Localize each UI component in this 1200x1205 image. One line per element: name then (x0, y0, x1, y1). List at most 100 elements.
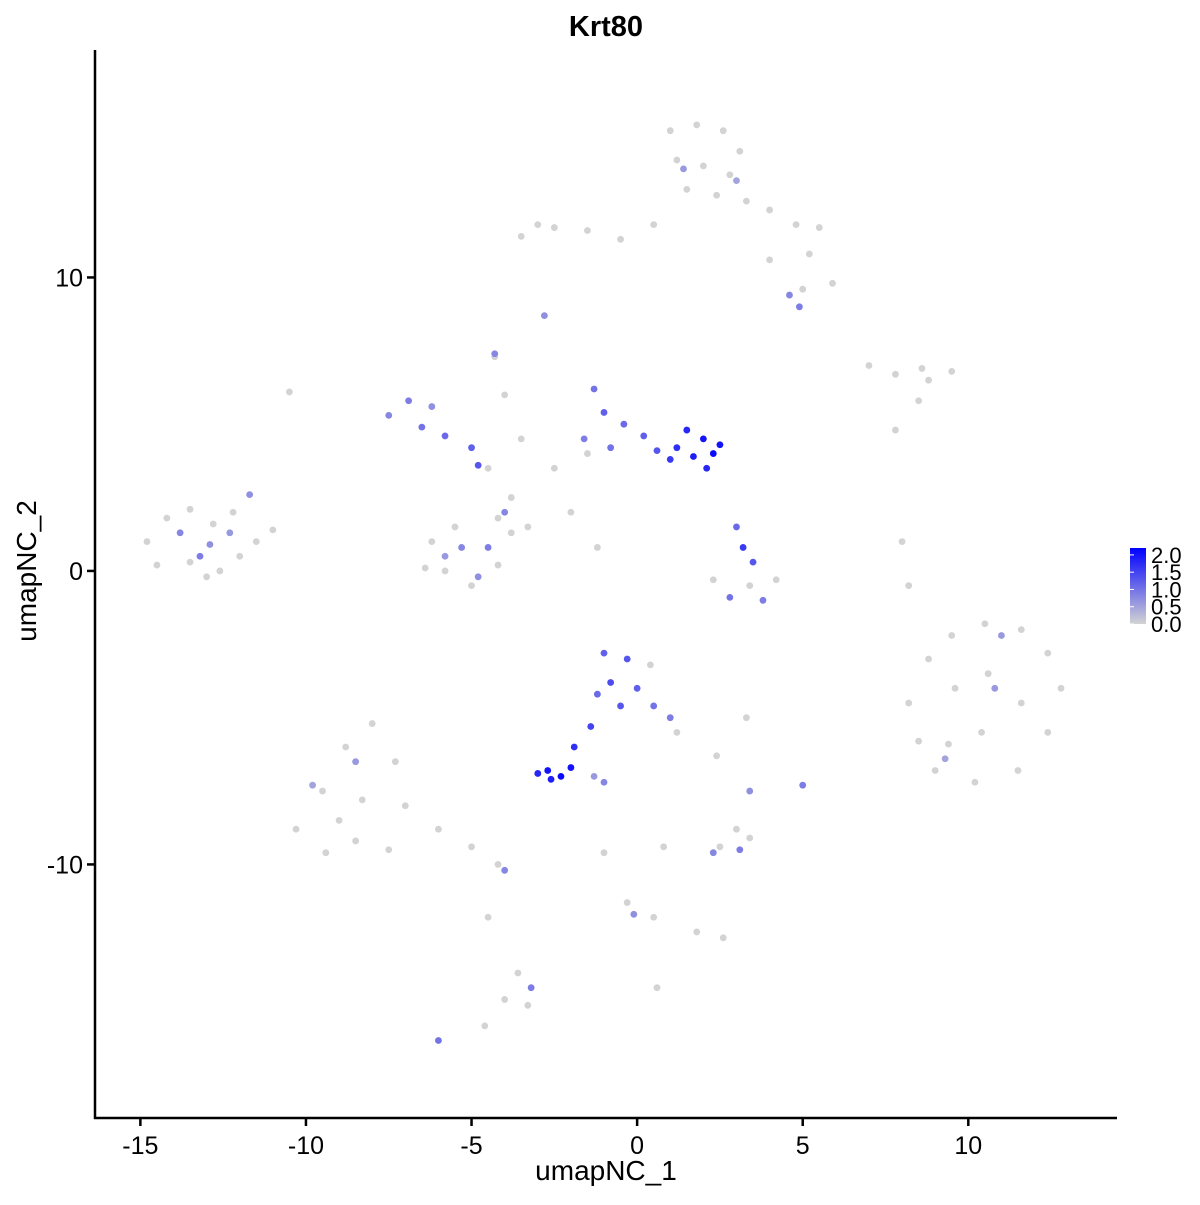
point (481, 1022, 489, 1030)
point (186, 558, 194, 566)
x-tick-label: -15 (122, 1132, 158, 1160)
point (726, 171, 734, 179)
x-tick-label: -5 (460, 1132, 482, 1160)
point (699, 162, 707, 170)
point (550, 464, 558, 472)
point (600, 649, 608, 657)
point (766, 256, 773, 264)
point (494, 861, 502, 868)
point (358, 796, 366, 804)
point (971, 778, 979, 786)
point (226, 529, 234, 537)
point (507, 494, 515, 501)
point (673, 156, 681, 164)
point (673, 444, 681, 452)
point (650, 702, 658, 710)
point (441, 552, 449, 560)
colorbar-label: 0.5 (1151, 595, 1182, 620)
point (494, 514, 502, 522)
point (541, 312, 548, 320)
point (196, 552, 204, 560)
point (524, 1001, 532, 1009)
point (650, 913, 658, 921)
point (580, 435, 588, 443)
point (153, 561, 161, 569)
point (719, 934, 727, 942)
colorbar-label: 1.5 (1151, 560, 1182, 585)
point (405, 397, 413, 405)
point (1044, 728, 1052, 736)
point (998, 632, 1005, 639)
point (941, 755, 949, 763)
point (772, 576, 780, 584)
point (666, 714, 674, 722)
point (666, 456, 674, 463)
point (978, 728, 985, 736)
point (501, 391, 509, 399)
point (544, 767, 552, 774)
point (892, 426, 899, 434)
point (746, 582, 754, 590)
point (690, 453, 697, 460)
point (163, 514, 171, 522)
point (593, 544, 601, 551)
point (494, 561, 502, 569)
point (590, 772, 598, 780)
point (925, 376, 932, 384)
point (709, 450, 717, 457)
point (918, 365, 926, 372)
point (252, 538, 260, 545)
colorbar (1130, 548, 1146, 624)
colorbar-label: 2.0 (1151, 543, 1182, 568)
point (352, 758, 360, 766)
point (269, 526, 277, 534)
point (385, 846, 393, 854)
point (650, 221, 658, 229)
point (620, 420, 628, 428)
point (640, 432, 648, 440)
point (703, 464, 711, 472)
point (733, 523, 740, 531)
point (892, 370, 899, 378)
point (501, 996, 509, 1003)
point (484, 913, 492, 921)
point (229, 508, 237, 516)
point (633, 684, 641, 692)
point (898, 538, 906, 545)
point (176, 529, 184, 537)
point (507, 529, 515, 537)
x-tick-label: -10 (288, 1132, 324, 1160)
point (726, 593, 734, 601)
point (623, 899, 631, 906)
point (584, 450, 591, 457)
points (143, 121, 1065, 1044)
point (805, 250, 813, 258)
point (514, 969, 522, 977)
point (441, 432, 449, 440)
point (646, 661, 654, 669)
point (567, 508, 575, 516)
point (743, 197, 750, 205)
y-tick-label: 10 (55, 264, 83, 292)
point (292, 825, 300, 833)
point (709, 576, 717, 584)
point (527, 984, 535, 992)
point (719, 127, 727, 135)
point (905, 699, 913, 707)
point (905, 582, 913, 590)
point (547, 775, 555, 783)
point (799, 285, 807, 293)
point (600, 409, 608, 416)
point (1014, 767, 1022, 774)
point (829, 279, 836, 287)
point (534, 770, 542, 777)
point (623, 655, 631, 663)
point (733, 177, 740, 185)
point (584, 227, 591, 234)
point (501, 866, 509, 874)
point (491, 350, 499, 358)
point (368, 720, 376, 727)
point (517, 435, 525, 443)
point (501, 508, 509, 516)
